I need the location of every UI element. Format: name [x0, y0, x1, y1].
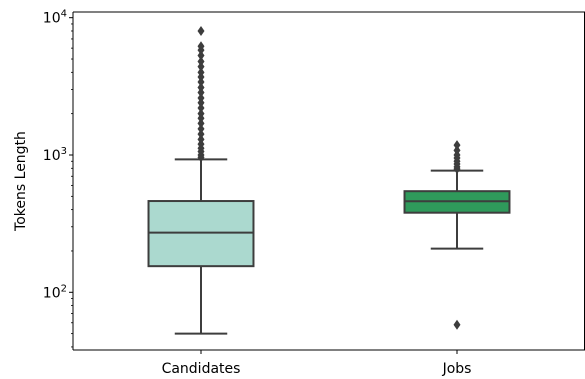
outlier-point [197, 41, 205, 52]
outlier-point [197, 82, 205, 93]
outlier-point [197, 93, 205, 104]
outlier-point [197, 123, 205, 134]
outlier-point [197, 108, 205, 119]
outlier-point [197, 50, 205, 61]
y-tick-label: 103 [43, 146, 67, 164]
outlier-point [197, 25, 205, 36]
outlier-point [197, 67, 205, 78]
x-tick-label: Candidates [162, 361, 241, 377]
x-axis: Candidates Jobs [162, 350, 472, 377]
outlier-point [197, 118, 205, 129]
y-tick-label: 104 [43, 9, 67, 27]
y-axis-label: Tokens Length [13, 131, 29, 232]
plot-area [72, 11, 585, 351]
outlier-point [453, 319, 461, 330]
outlier-point [197, 129, 205, 140]
y-axis: 102 103 104 [43, 9, 73, 348]
outlier-point [197, 61, 205, 72]
x-tick-label: Jobs [442, 361, 472, 377]
outlier-point [453, 145, 461, 156]
outlier-point [197, 102, 205, 113]
outlier-point [197, 77, 205, 88]
y-tick-label: 102 [43, 283, 67, 301]
outlier-point [197, 56, 205, 67]
outlier-point [197, 87, 205, 98]
box-series [147, 25, 511, 335]
outlier-point [453, 140, 461, 151]
outlier-point [197, 134, 205, 145]
